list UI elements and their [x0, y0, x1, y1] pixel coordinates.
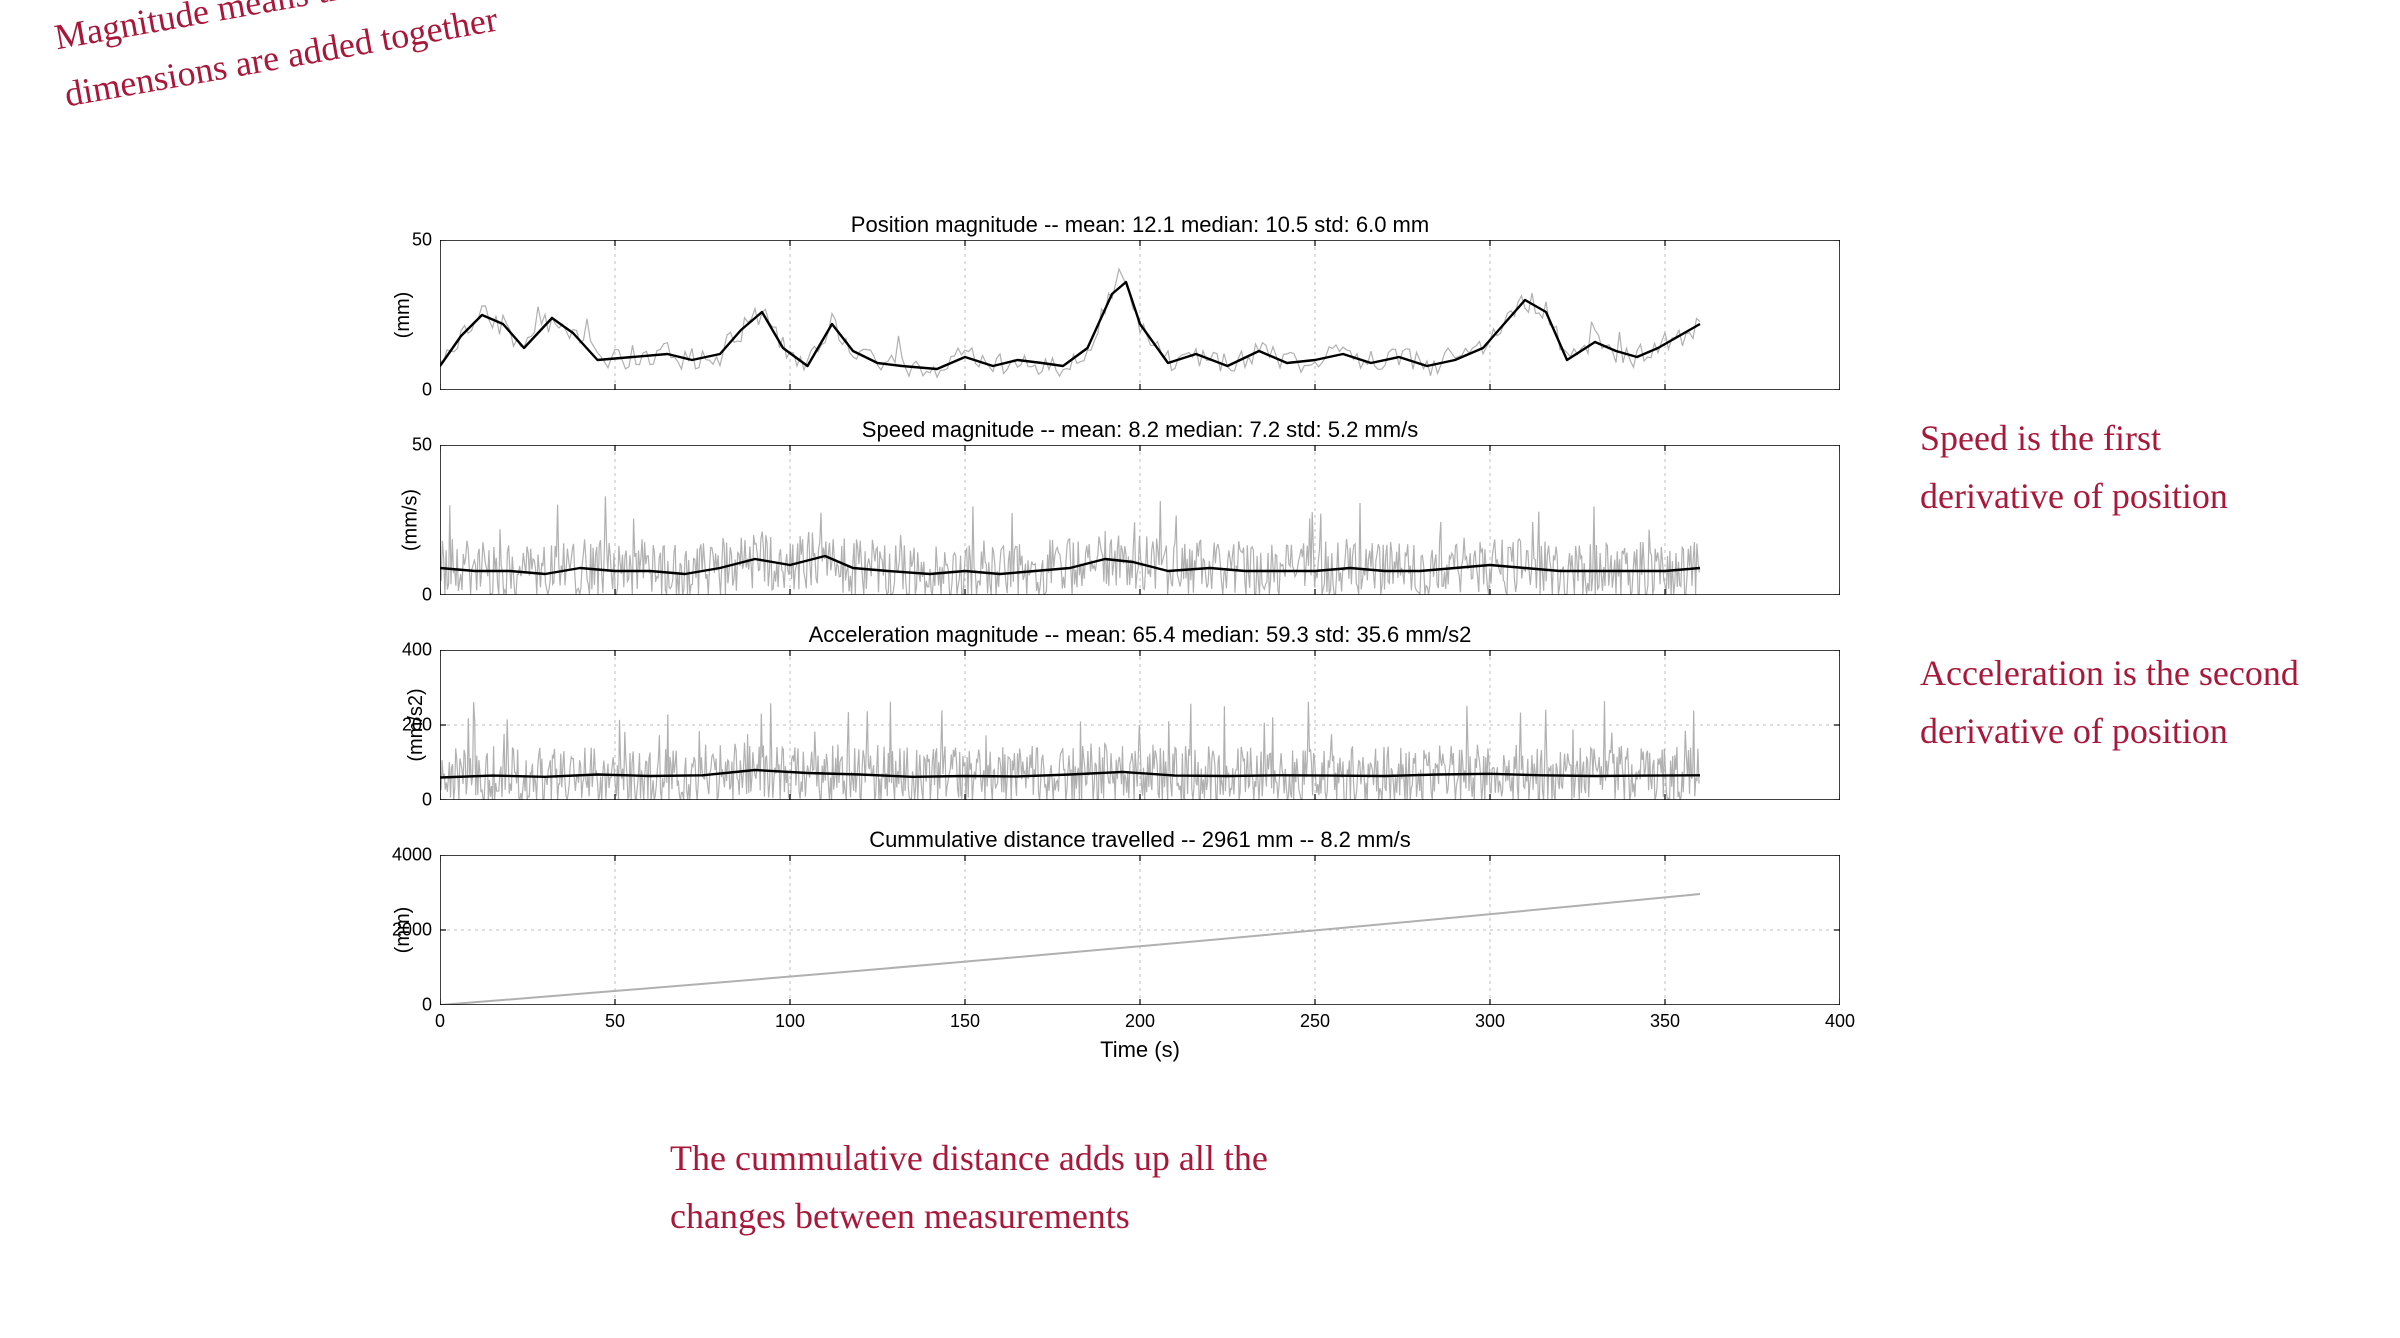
y-tick-label: 0: [372, 790, 432, 811]
annotation-cumulative: The cummulative distance adds up all the…: [670, 1130, 1268, 1245]
y-axis-label: (mm/s): [400, 489, 423, 551]
annotation-speed: Speed is the first derivative of positio…: [1920, 410, 2228, 525]
chart-figure: Position magnitude -- mean: 12.1 median:…: [350, 210, 1880, 1100]
x-tick-label: 0: [435, 1011, 445, 1032]
chart-panel-accel: Acceleration magnitude -- mean: 65.4 med…: [440, 650, 1840, 800]
y-tick-label: 200: [372, 715, 432, 736]
y-tick-label: 2000: [372, 920, 432, 941]
x-tick-label: 100: [775, 1011, 805, 1032]
chart-title: Acceleration magnitude -- mean: 65.4 med…: [440, 622, 1840, 648]
x-tick-label: 400: [1825, 1011, 1855, 1032]
raw-series-line: [440, 496, 1699, 594]
x-tick-label: 50: [605, 1011, 625, 1032]
smoothed-series-line: [440, 282, 1700, 369]
y-tick-label: 4000: [372, 845, 432, 866]
x-axis-label: Time (s): [440, 1037, 1840, 1063]
chart-plot-area: [440, 855, 1840, 1005]
y-axis-label: (mm): [392, 292, 415, 339]
x-tick-label: 150: [950, 1011, 980, 1032]
y-tick-label: 0: [372, 380, 432, 401]
raw-series-line: [440, 701, 1699, 800]
x-tick-label: 300: [1475, 1011, 1505, 1032]
x-tick-label: 250: [1300, 1011, 1330, 1032]
x-tick-label: 200: [1125, 1011, 1155, 1032]
y-tick-label: 0: [372, 995, 432, 1016]
chart-title: Cummulative distance travelled -- 2961 m…: [440, 827, 1840, 853]
y-tick-label: 0: [372, 585, 432, 606]
chart-title: Speed magnitude -- mean: 8.2 median: 7.2…: [440, 417, 1840, 443]
chart-title: Position magnitude -- mean: 12.1 median:…: [440, 212, 1840, 238]
chart-plot-area: [440, 445, 1840, 595]
x-tick-label: 350: [1650, 1011, 1680, 1032]
cumulative-line: [440, 894, 1700, 1005]
chart-plot-area: [440, 650, 1840, 800]
chart-panel-speed: Speed magnitude -- mean: 8.2 median: 7.2…: [440, 445, 1840, 595]
y-tick-label: 400: [372, 640, 432, 661]
chart-panel-cumulative: Cummulative distance travelled -- 2961 m…: [440, 855, 1840, 1005]
chart-panel-position: Position magnitude -- mean: 12.1 median:…: [440, 240, 1840, 390]
y-tick-label: 50: [372, 230, 432, 251]
annotation-acceleration: Acceleration is the second derivative of…: [1920, 645, 2299, 760]
annotation-magnitude: Magnitude means that the three dimension…: [50, 0, 517, 123]
chart-plot-area: [440, 240, 1840, 390]
y-tick-label: 50: [372, 435, 432, 456]
